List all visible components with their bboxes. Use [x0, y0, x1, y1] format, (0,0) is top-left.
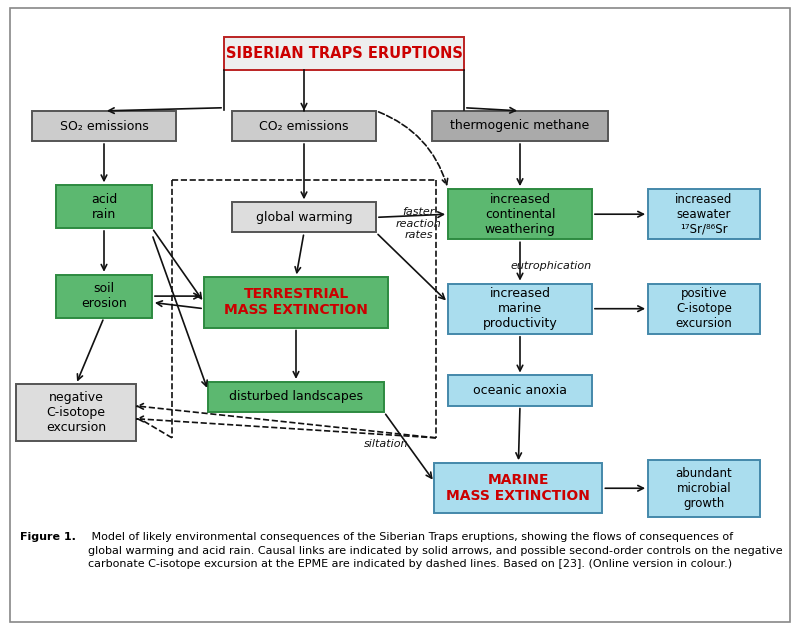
FancyBboxPatch shape: [208, 382, 384, 412]
Text: positive
C-isotope
excursion: positive C-isotope excursion: [676, 287, 732, 330]
Text: disturbed landscapes: disturbed landscapes: [229, 391, 363, 403]
Text: global warming: global warming: [256, 211, 352, 224]
FancyBboxPatch shape: [448, 189, 592, 239]
FancyBboxPatch shape: [232, 111, 376, 141]
FancyBboxPatch shape: [434, 463, 602, 513]
FancyBboxPatch shape: [16, 384, 136, 441]
Text: increased
marine
productivity: increased marine productivity: [482, 287, 558, 330]
FancyBboxPatch shape: [648, 189, 760, 239]
Text: eutrophication: eutrophication: [510, 261, 591, 271]
Text: Model of likely environmental consequences of the Siberian Traps eruptions, show: Model of likely environmental consequenc…: [88, 532, 782, 569]
FancyBboxPatch shape: [448, 284, 592, 334]
Text: faster
reaction
rates: faster reaction rates: [396, 207, 442, 240]
Text: soil
erosion: soil erosion: [81, 282, 127, 310]
Text: Figure 1.: Figure 1.: [20, 532, 76, 542]
Text: negative
C-isotope
excursion: negative C-isotope excursion: [46, 391, 106, 434]
Text: thermogenic methane: thermogenic methane: [450, 120, 590, 132]
Text: siltation: siltation: [364, 439, 409, 449]
Text: increased
seawater
¹⁷Sr/⁸⁶Sr: increased seawater ¹⁷Sr/⁸⁶Sr: [675, 193, 733, 236]
Text: acid
rain: acid rain: [91, 193, 117, 220]
FancyBboxPatch shape: [204, 277, 388, 328]
FancyBboxPatch shape: [648, 460, 760, 517]
Text: SIBERIAN TRAPS ERUPTIONS: SIBERIAN TRAPS ERUPTIONS: [226, 46, 462, 61]
FancyBboxPatch shape: [232, 202, 376, 232]
Text: CO₂ emissions: CO₂ emissions: [259, 120, 349, 132]
FancyBboxPatch shape: [32, 111, 176, 141]
FancyBboxPatch shape: [224, 37, 464, 70]
FancyBboxPatch shape: [432, 111, 608, 141]
Text: TERRESTRIAL
MASS EXTINCTION: TERRESTRIAL MASS EXTINCTION: [224, 287, 368, 318]
Text: MARINE
MASS EXTINCTION: MARINE MASS EXTINCTION: [446, 473, 590, 503]
Text: increased
continental
weathering: increased continental weathering: [485, 193, 555, 236]
FancyBboxPatch shape: [448, 375, 592, 406]
FancyBboxPatch shape: [56, 275, 152, 318]
FancyBboxPatch shape: [648, 284, 760, 334]
FancyBboxPatch shape: [56, 185, 152, 228]
Text: oceanic anoxia: oceanic anoxia: [473, 384, 567, 397]
Text: abundant
microbial
growth: abundant microbial growth: [676, 467, 732, 510]
Text: SO₂ emissions: SO₂ emissions: [60, 120, 148, 132]
